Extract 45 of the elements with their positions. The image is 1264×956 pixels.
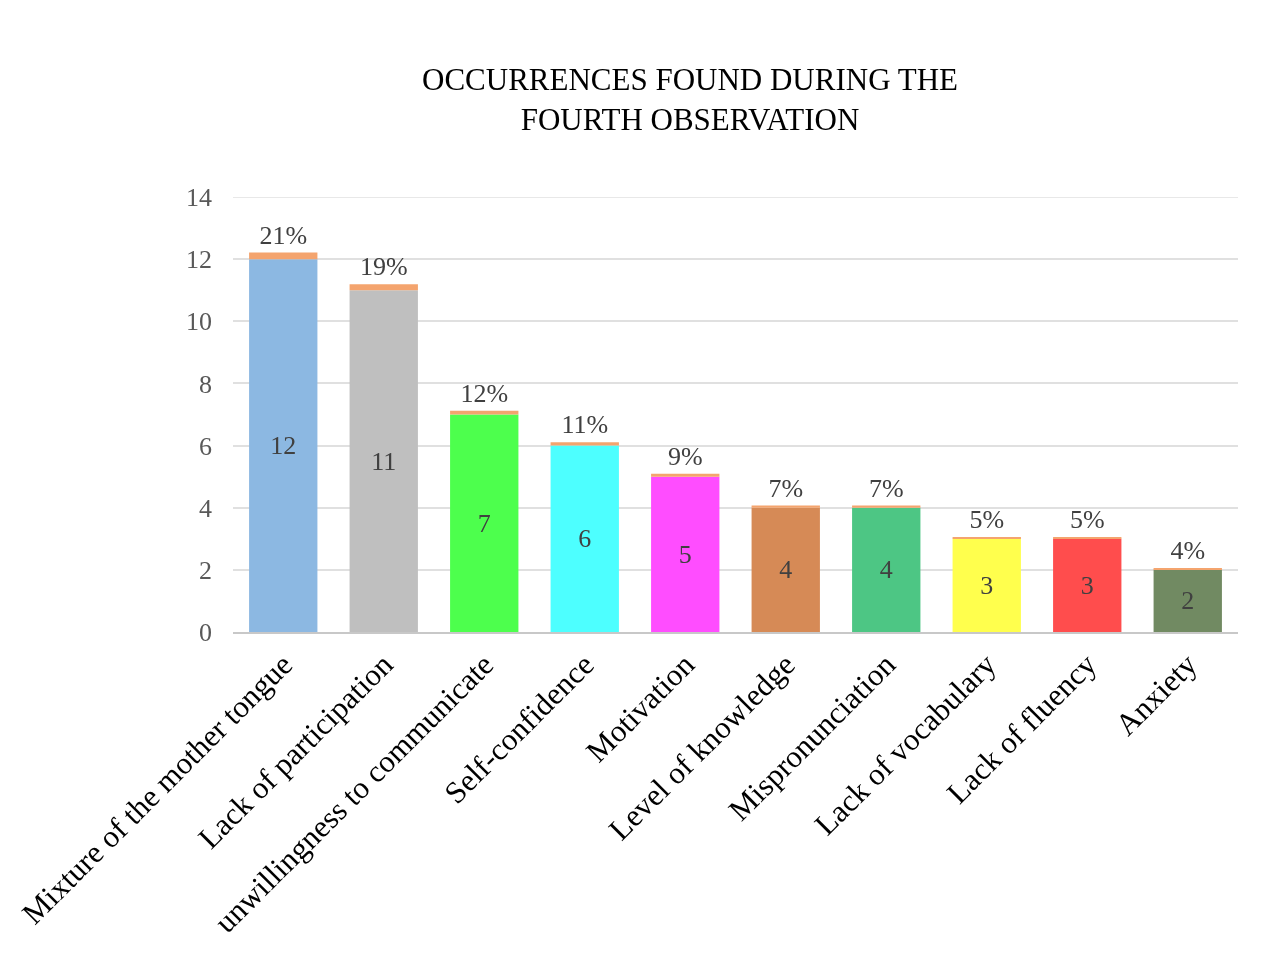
bar: [751, 505, 820, 508]
y-tick-label: 2: [199, 555, 212, 585]
data-label: 12: [270, 431, 297, 461]
data-label: 12%: [460, 378, 509, 408]
data-label: 3: [1080, 570, 1094, 600]
data-label: 5%: [1069, 505, 1105, 534]
bar: [249, 259, 318, 632]
data-label: 21%: [259, 220, 308, 250]
y-tick-label: 4: [199, 493, 212, 523]
y-tick-label: 0: [199, 618, 212, 648]
data-label: 7%: [768, 473, 804, 503]
bar: [450, 410, 519, 415]
y-tick-label: 10: [186, 307, 212, 337]
data-label: 7%: [868, 473, 904, 503]
data-label: 5: [678, 539, 692, 569]
bar: [249, 252, 318, 260]
bar: [651, 473, 720, 477]
data-label: 19%: [359, 252, 408, 282]
y-tick-label: 6: [199, 431, 212, 461]
data-label: 9%: [667, 441, 703, 471]
bar: [852, 507, 921, 632]
data-label: 11: [371, 446, 397, 476]
data-label: 2: [1181, 586, 1195, 616]
y-tick-label: 14: [186, 183, 212, 213]
bar: [550, 445, 619, 632]
bar: [1153, 569, 1222, 632]
data-label: 3: [980, 570, 994, 600]
data-label: 7: [477, 508, 491, 538]
bar: [952, 538, 1021, 632]
bar: [651, 476, 720, 632]
bar: [550, 442, 619, 446]
data-label: 4: [779, 555, 793, 585]
bar: [349, 284, 418, 291]
bar: [1053, 538, 1122, 632]
bar: [852, 505, 921, 508]
bar: [450, 414, 519, 632]
y-tick-label: 12: [186, 245, 212, 275]
data-label: 5%: [969, 505, 1005, 534]
data-label: 4%: [1170, 536, 1206, 565]
chart-title: OCCURRENCES FOUND DURING THE FOURTH OBSERVATION: [422, 62, 958, 138]
data-label: 11%: [561, 410, 609, 440]
bar: [751, 507, 820, 632]
data-label: 4: [879, 555, 893, 585]
data-label: 6: [578, 524, 592, 554]
y-tick-label: 8: [199, 369, 212, 399]
